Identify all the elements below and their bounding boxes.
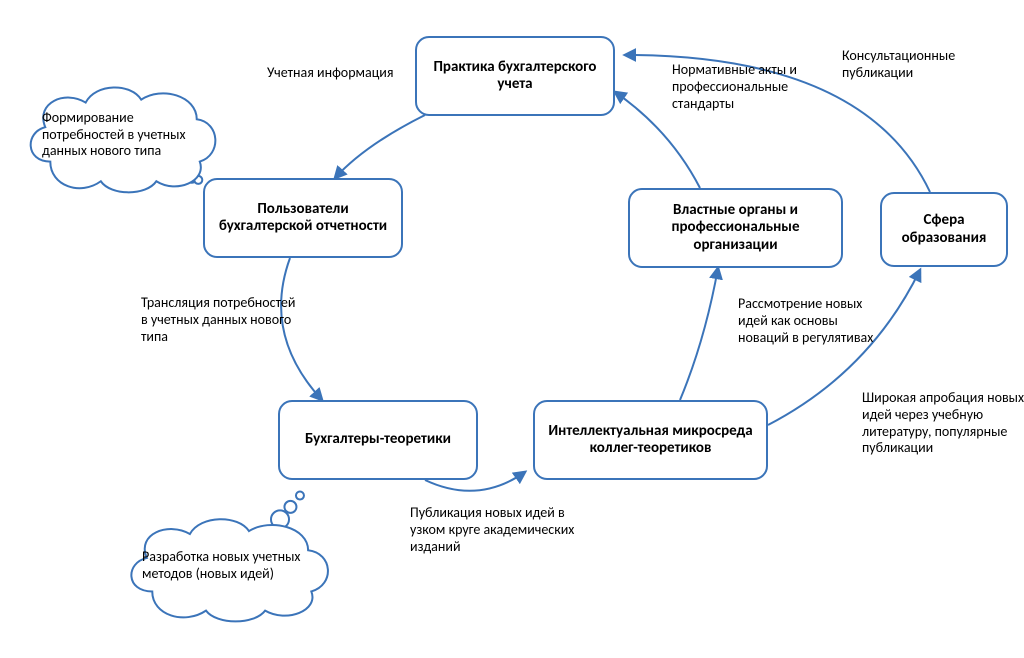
edge-label-e-micro-edu: Широкая апробация новых идей через учебн…	[862, 390, 1024, 457]
node-users: Пользователи бухгалтерской отчетности	[203, 178, 403, 258]
cloud-tail-bubble	[296, 492, 304, 500]
edge-label-e-auth-practice: Нормативные акты и профессиональные стан…	[672, 62, 842, 112]
node-education: Сфера образования	[880, 192, 1008, 267]
node-authorities: Властные органы и профессиональные орган…	[628, 188, 843, 268]
edge-e-practice-users	[335, 115, 425, 178]
edge-label-e-micro-auth: Рассмотрение новых идей как основы новац…	[738, 296, 888, 346]
cloud-cloud-users: Формирование потребностей в учетных данн…	[20, 78, 222, 196]
edge-e-micro-auth	[680, 268, 718, 400]
cloud-cloud-theorists: Разработка новых учетных методов (новых …	[120, 510, 335, 625]
node-theorists: Бухгалтеры-теоретики	[278, 400, 478, 480]
edge-label-e-theorists-micro: Публикация новых идей в узком круге акад…	[410, 505, 580, 555]
edge-label-e-users-theorists: Трансляция потребностей в учетных данных…	[141, 295, 296, 345]
diagram-canvas: Учетная информация Трансляция потребносте…	[0, 0, 1024, 658]
edge-label-e-practice-users: Учетная информация	[267, 65, 397, 82]
node-micro: Интеллектуальная микросреда коллег-теоре…	[533, 400, 768, 480]
cloud-text-cloud-users: Формирование потребностей в учетных данн…	[20, 78, 222, 196]
node-practice: Практика бухгалтерского учета	[415, 36, 615, 116]
cloud-text-cloud-theorists: Разработка новых учетных методов (новых …	[120, 510, 335, 625]
edge-label-e-edu-practice: Консультационные публикации	[842, 48, 1012, 82]
